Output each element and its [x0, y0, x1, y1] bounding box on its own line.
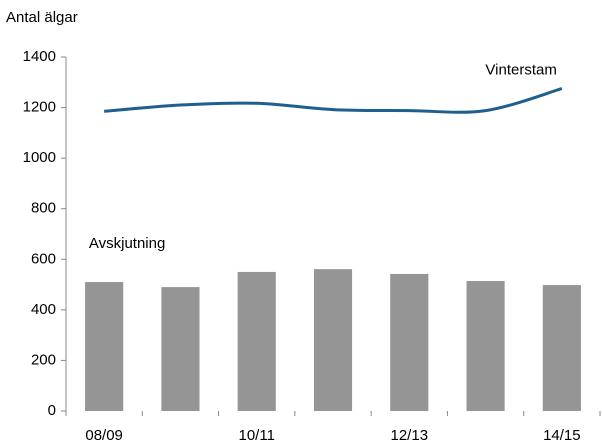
series-label: Vinterstam	[485, 62, 556, 79]
bar	[85, 282, 124, 411]
bar	[237, 271, 276, 411]
x-tick-label: 12/13	[391, 427, 429, 444]
y-tick-label: 400	[31, 301, 56, 318]
series-label: Avskjutning	[89, 235, 165, 252]
bar	[390, 273, 429, 411]
y-tick-label: 600	[31, 250, 56, 267]
y-tick-label: 1400	[23, 48, 56, 65]
y-tick-label: 200	[31, 351, 56, 368]
x-tick-label: 10/11	[238, 427, 274, 444]
bar	[466, 281, 505, 411]
x-tick-label: 08/09	[85, 427, 123, 444]
line	[104, 87, 563, 114]
y-tick-label: 0	[48, 402, 56, 419]
y-axis-label: Antal älgar	[6, 9, 78, 26]
bar	[313, 269, 353, 411]
y-tick-label: 1200	[23, 99, 56, 116]
bar	[542, 285, 581, 411]
bar	[161, 287, 200, 411]
y-tick-label: 1000	[23, 149, 56, 166]
y-tick-label: 800	[31, 200, 56, 217]
x-tick-label: 14/15	[543, 427, 581, 444]
